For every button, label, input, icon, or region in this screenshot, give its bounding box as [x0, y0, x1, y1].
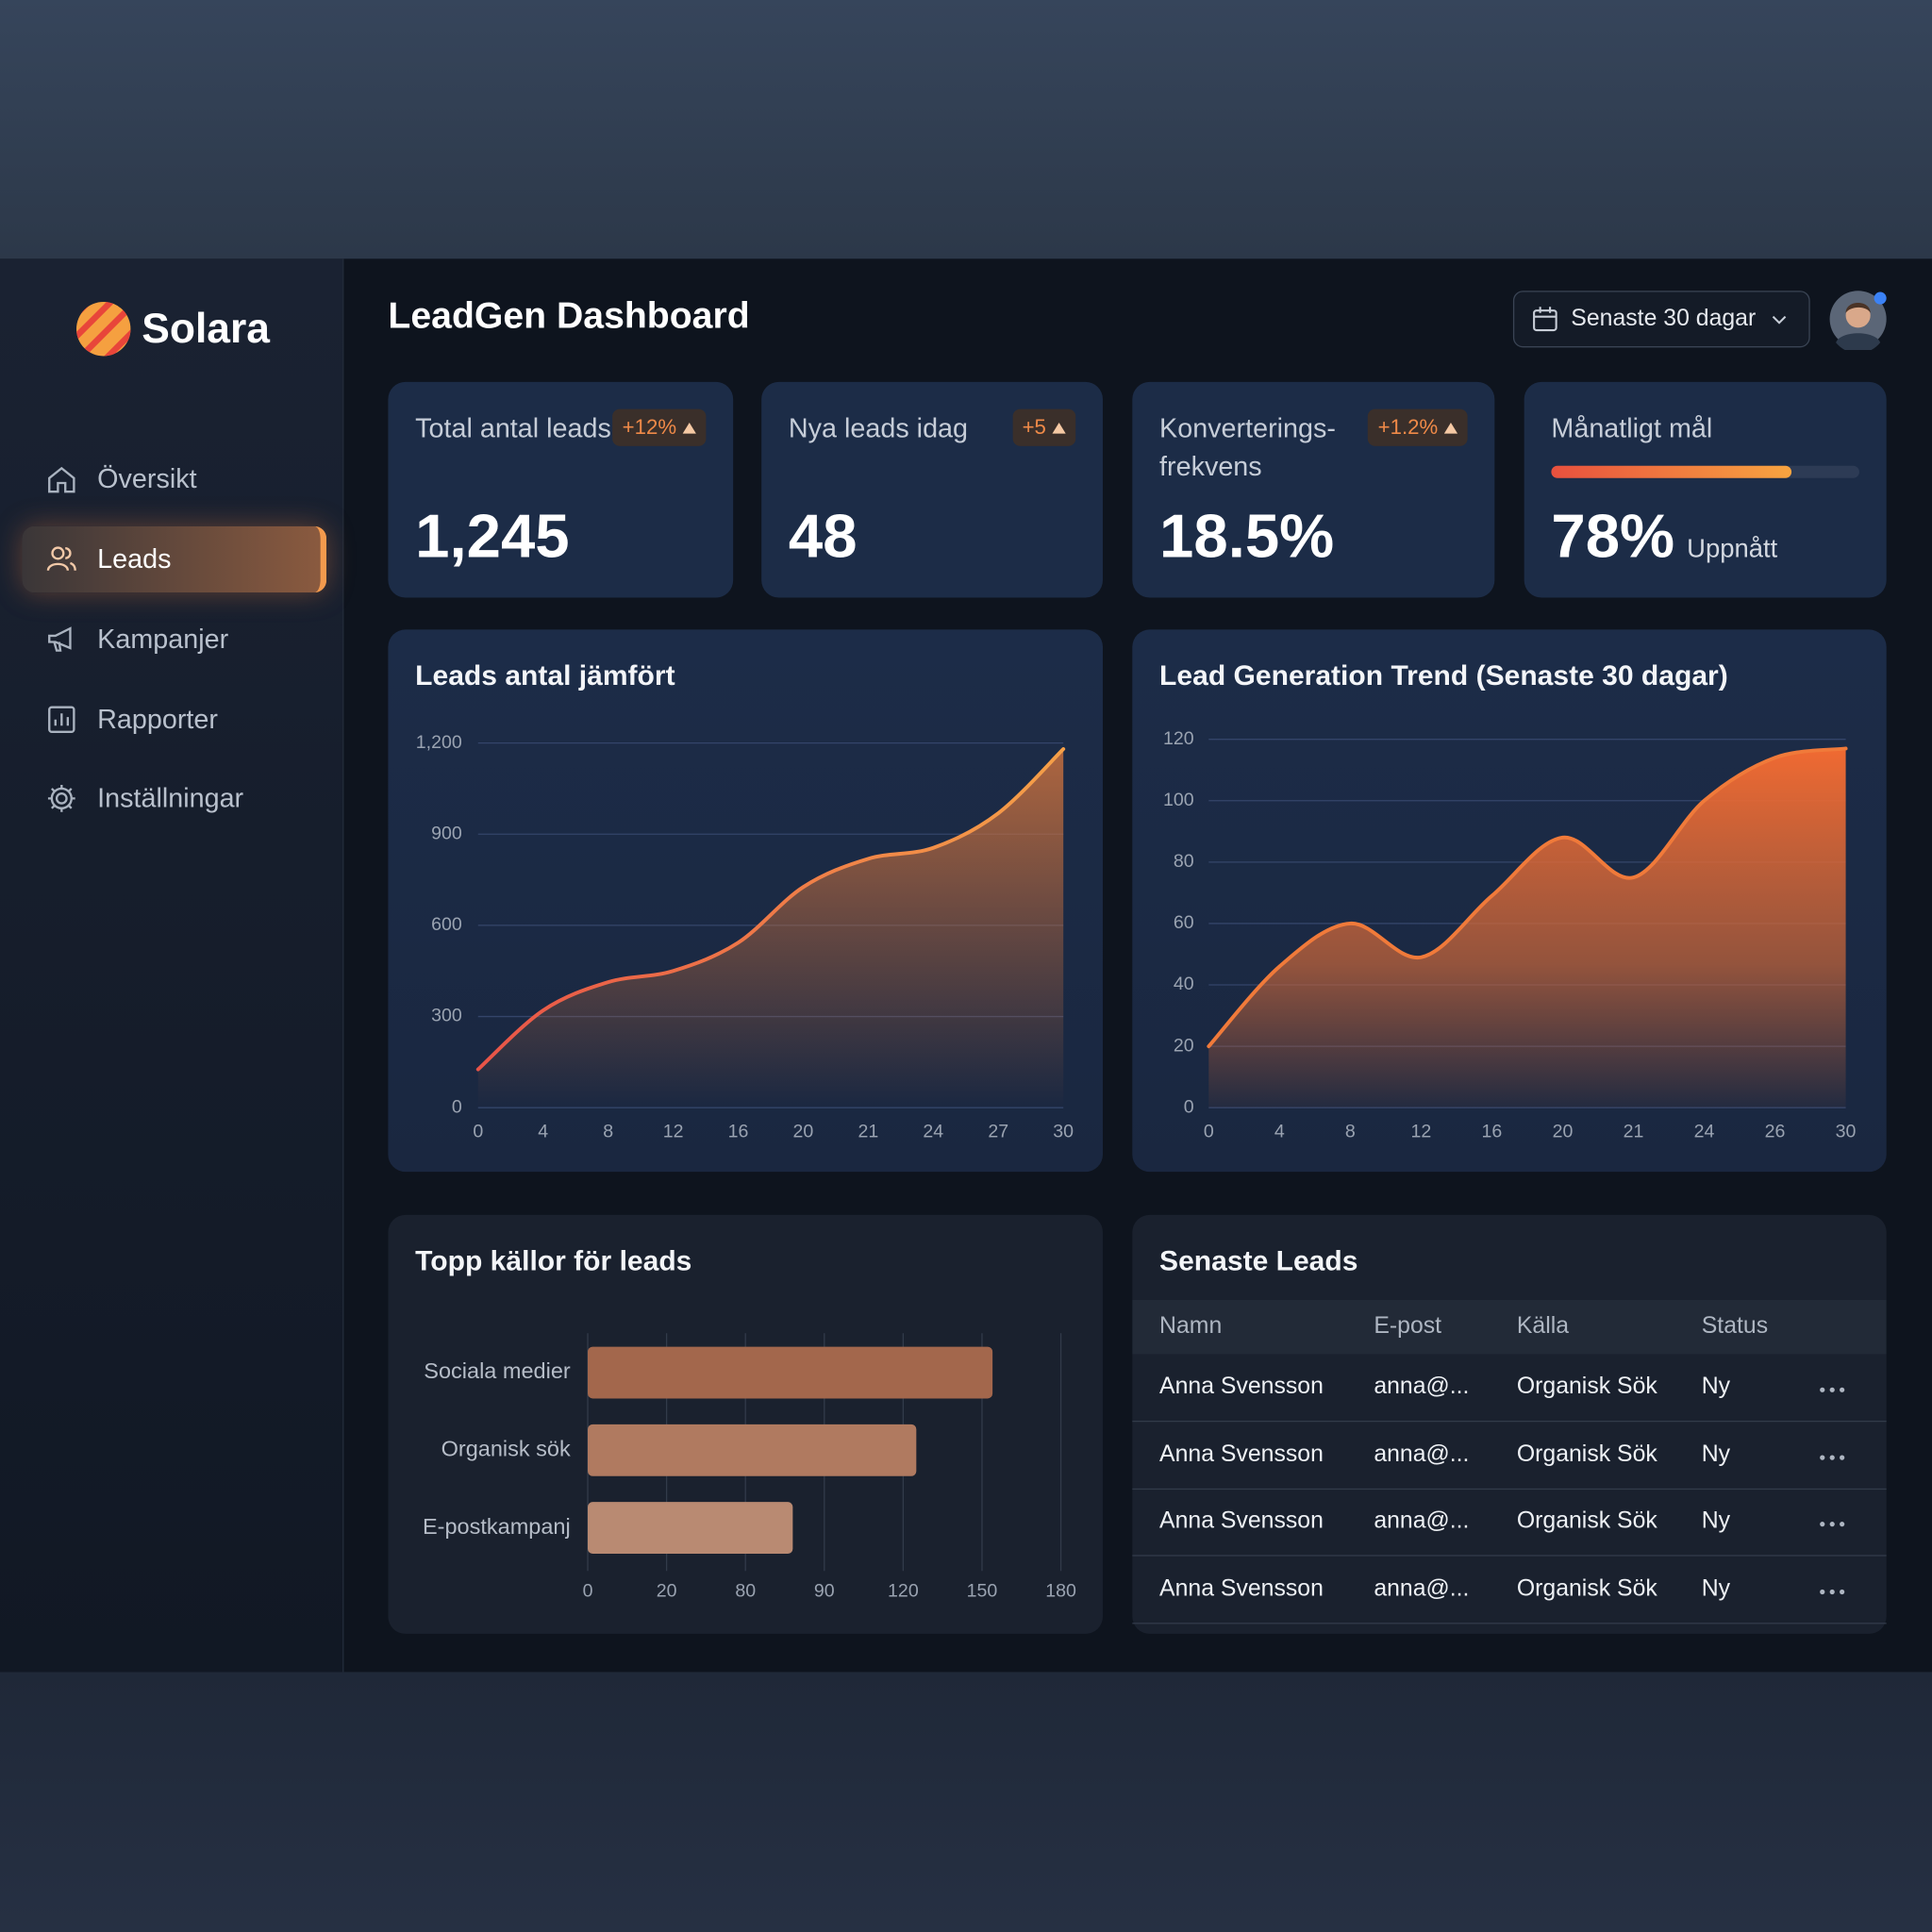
table-cell: Anna Svensson — [1159, 1374, 1324, 1400]
table-row: Anna Svensson anna@... Organisk Sök Ny — [1132, 1354, 1887, 1423]
kpi-badge: +5 — [1012, 408, 1076, 446]
nav-item[interactable]: Rapporter — [23, 687, 321, 754]
kpi-value-group: 78% Uppnått — [1551, 500, 1777, 572]
nav-item[interactable]: Leads — [22, 525, 327, 593]
chart-title: Leads antal jämfört — [415, 658, 675, 691]
kpi-badge: +1.2% — [1368, 408, 1468, 446]
badge-text: +5 — [1022, 415, 1046, 439]
kpi-label: Konverterings-frekvens — [1159, 412, 1336, 482]
row-menu[interactable] — [1818, 1446, 1847, 1463]
table-cell: Ny — [1701, 1574, 1731, 1602]
dots-icon — [1820, 1589, 1845, 1594]
table-cell: Anna Svensson — [1159, 1574, 1324, 1602]
chart-title: Topp källor för leads — [415, 1244, 692, 1277]
table-cell: Ny — [1701, 1441, 1731, 1467]
table-cell: Ny — [1701, 1507, 1731, 1535]
logo-icon — [75, 302, 131, 357]
kpi-label: Total antal leads — [415, 412, 611, 444]
up-arrow — [1443, 422, 1458, 434]
table-row: Anna Svensson anna@... Organisk Sök Ny — [1132, 1489, 1887, 1557]
nav-item[interactable]: Översikt — [23, 446, 321, 513]
table-cell: anna@... — [1374, 1374, 1470, 1400]
settings-icon — [47, 785, 75, 812]
megaphone-icon — [48, 626, 72, 652]
progress-fill — [1551, 465, 1792, 478]
date-range-label: Senaste 30 dagar — [1571, 305, 1757, 332]
chart-card: Topp källor för leads — [388, 1214, 1103, 1634]
row-menu[interactable] — [1818, 1580, 1847, 1597]
nav-label: Inställningar — [97, 782, 244, 814]
column-header: Status — [1701, 1313, 1769, 1340]
chart-title: Lead Generation Trend (Senaste 30 dagar) — [1159, 658, 1728, 691]
badge-text: +12% — [622, 415, 677, 439]
kpi-card: Konverterings-frekvens +1.2% 18.5% — [1132, 381, 1495, 598]
table-cell: Organisk Sök — [1516, 1441, 1657, 1467]
table-cell: Anna Svensson — [1159, 1507, 1324, 1535]
table-header-bg — [1132, 1299, 1887, 1355]
column-header: Namn — [1159, 1313, 1223, 1340]
dots-icon — [1820, 1522, 1845, 1527]
kpi-card: Nya leads idag +5 48 — [761, 381, 1103, 598]
badge-text: +1.2% — [1377, 415, 1439, 439]
kpi-label: Månatligt mål — [1551, 412, 1713, 444]
chevron-icon — [1772, 315, 1787, 325]
nav-item[interactable]: Kampanjer — [23, 607, 321, 674]
nav-label: Översikt — [97, 463, 197, 494]
avatar[interactable] — [1828, 289, 1890, 350]
home-icon — [48, 466, 75, 493]
table-cell: Ny — [1701, 1374, 1731, 1400]
column-header: E-post — [1374, 1313, 1442, 1340]
kpi-card: Total antal leads +12% 1,245 — [388, 381, 734, 598]
table-row: Anna Svensson anna@... Organisk Sök Ny — [1132, 1422, 1887, 1490]
kpi-value: 78% — [1551, 501, 1675, 571]
kpi-label: Nya leads idag — [788, 412, 969, 444]
up-arrow — [682, 422, 696, 434]
page-title: LeadGen Dashboard — [388, 295, 750, 337]
table-title: Senaste Leads — [1159, 1244, 1358, 1277]
nav-label: Leads — [97, 543, 172, 575]
table-header: Namn E-post Källa Status — [0, 1300, 1932, 1354]
table-cell: Organisk Sök — [1516, 1574, 1657, 1602]
table-cell: anna@... — [1374, 1574, 1470, 1602]
table-cell: Organisk Sök — [1516, 1374, 1657, 1400]
brand: Solara — [142, 305, 270, 353]
up-arrow — [1052, 422, 1066, 434]
date-range-picker[interactable]: Senaste 30 dagar — [1512, 291, 1810, 348]
nav-label: Rapporter — [97, 703, 218, 735]
chart-card: Lead Generation Trend (Senaste 30 dagar) — [1132, 629, 1887, 1173]
table-cell: Anna Svensson — [1159, 1441, 1324, 1467]
sidebar: Solara Översikt Leads Kampanjer Rapporte… — [0, 258, 344, 1673]
dots-icon — [1820, 1387, 1845, 1392]
chart-card: Leads antal jämfört — [388, 629, 1103, 1173]
users-icon — [46, 546, 76, 572]
table-cell: anna@... — [1374, 1441, 1470, 1467]
dots-icon — [1820, 1454, 1845, 1460]
calendar-icon — [1533, 307, 1557, 332]
table-cell: anna@... — [1374, 1507, 1470, 1535]
table-row: Anna Svensson anna@... Organisk Sök Ny — [1132, 1556, 1887, 1624]
kpi-value: 18.5% — [1159, 501, 1335, 571]
kpi-value: 1,245 — [415, 501, 570, 571]
table-card: Senaste Leads — [1132, 1214, 1887, 1634]
nav-item[interactable]: Inställningar — [23, 765, 321, 832]
row-menu[interactable] — [1818, 1379, 1847, 1396]
report-icon — [48, 706, 75, 734]
row-menu[interactable] — [1818, 1513, 1847, 1530]
table-cell: Organisk Sök — [1516, 1507, 1657, 1535]
kpi-card: Månatligt mål 78% Uppnått — [1524, 381, 1887, 598]
kpi-note: Uppnått — [1687, 534, 1778, 563]
kpi-value: 48 — [788, 501, 858, 571]
nav-label: Kampanjer — [97, 623, 229, 655]
column-header: Källa — [1516, 1313, 1570, 1340]
kpi-badge: +12% — [612, 408, 707, 446]
progress-track — [1551, 465, 1859, 478]
